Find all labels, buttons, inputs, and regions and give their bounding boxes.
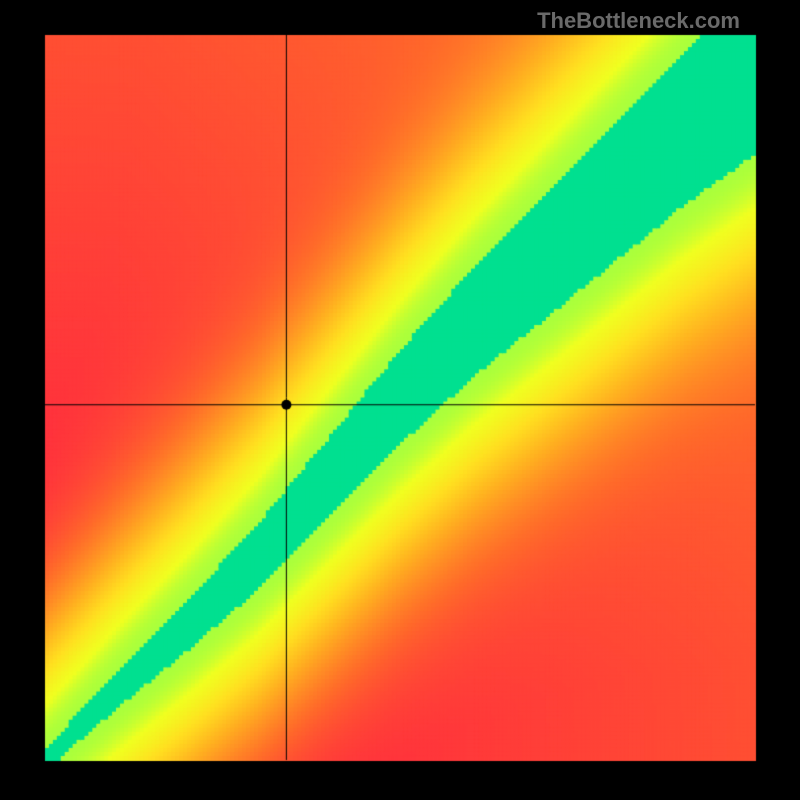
- watermark-text: TheBottleneck.com: [537, 8, 740, 34]
- chart-container: TheBottleneck.com: [0, 0, 800, 800]
- heatmap-canvas: [0, 0, 800, 800]
